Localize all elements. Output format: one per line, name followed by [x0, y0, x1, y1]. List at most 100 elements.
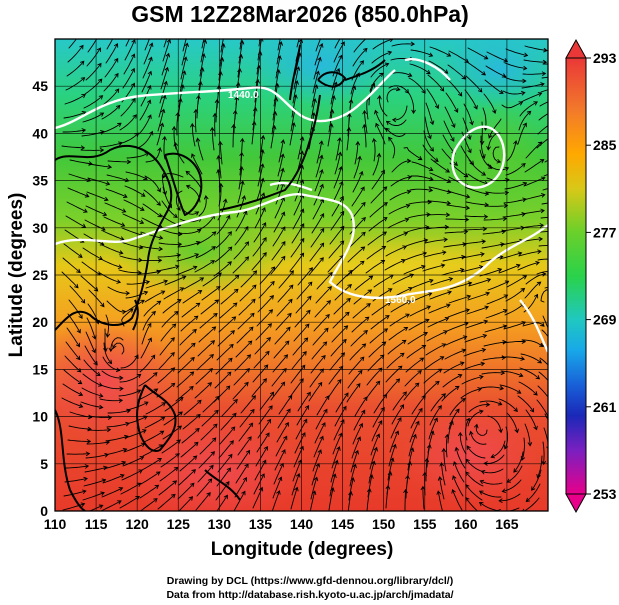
streamline — [453, 461, 465, 483]
streamline — [445, 335, 468, 346]
streamline — [171, 125, 177, 150]
streamline — [180, 441, 199, 458]
streamline — [83, 359, 101, 376]
streamline — [392, 391, 407, 411]
streamline — [291, 472, 301, 496]
streamline — [478, 490, 502, 498]
streamline — [410, 175, 434, 181]
streamline — [312, 327, 329, 346]
streamline — [409, 305, 431, 317]
streamline — [505, 48, 529, 58]
streamline — [181, 42, 189, 66]
streamline — [82, 112, 105, 123]
streamline — [232, 381, 249, 400]
streamline — [239, 408, 255, 428]
streamline — [541, 202, 548, 205]
streamline — [347, 112, 352, 137]
streamline — [405, 238, 429, 247]
streamline — [430, 277, 454, 286]
streamline — [384, 378, 401, 397]
y-tick-label: 40 — [32, 125, 48, 141]
streamline — [156, 122, 165, 146]
streamline — [62, 128, 87, 133]
streamline — [480, 135, 486, 159]
streamline — [67, 313, 81, 334]
streamline — [237, 312, 255, 330]
streamline — [67, 44, 84, 63]
streamline — [64, 476, 88, 483]
streamline — [252, 106, 258, 131]
streamline — [258, 39, 261, 47]
streamline — [520, 223, 545, 229]
streamline — [239, 151, 244, 176]
streamline — [506, 412, 519, 434]
streamline — [329, 473, 337, 497]
streamline — [460, 265, 484, 273]
streamline — [119, 114, 137, 131]
streamline — [236, 67, 242, 92]
streamline — [541, 441, 547, 466]
streamline — [460, 145, 474, 166]
streamline — [525, 409, 538, 431]
streamline — [392, 273, 415, 285]
streamline — [237, 436, 252, 456]
streamline — [142, 56, 153, 79]
y-tick-label: 25 — [32, 267, 48, 283]
streamline — [452, 475, 464, 497]
streamline — [297, 391, 311, 412]
streamline — [444, 348, 467, 360]
streamline — [218, 182, 224, 207]
streamline — [427, 74, 445, 92]
streamline — [85, 331, 96, 354]
grid-lines — [55, 39, 548, 511]
mild-region — [455, 100, 545, 220]
y-axis-label: Latitude (degrees) — [6, 193, 27, 358]
streamline — [352, 422, 364, 445]
streamline — [217, 453, 233, 473]
x-tick-label: 115 — [85, 516, 108, 532]
streamline — [84, 345, 98, 366]
streamline — [464, 214, 489, 219]
streamline — [310, 354, 326, 374]
streamline — [210, 126, 215, 151]
streamline — [65, 215, 87, 228]
streamline — [310, 227, 325, 248]
streamline — [542, 63, 548, 65]
streamline — [371, 50, 393, 64]
x-tick-label: 110 — [44, 516, 67, 532]
streamline — [521, 208, 545, 215]
streamline — [163, 39, 168, 48]
streamline — [537, 258, 548, 261]
streamline — [403, 382, 420, 401]
streamline — [107, 286, 130, 296]
streamline — [232, 256, 250, 274]
streamline — [278, 270, 294, 289]
streamline — [255, 323, 272, 341]
streamline — [314, 42, 324, 66]
streamline — [444, 106, 456, 128]
streamline — [388, 203, 411, 215]
streamline — [467, 291, 491, 301]
streamline — [139, 484, 160, 499]
streamline — [290, 364, 306, 384]
streamline — [391, 105, 408, 123]
colorbar-label: 253 — [593, 486, 617, 502]
streamline — [125, 39, 130, 47]
streamline — [388, 326, 409, 341]
coastline-sakhalin — [289, 44, 301, 101]
streamline — [519, 512, 538, 524]
streamline — [140, 337, 152, 359]
streamline — [408, 318, 430, 331]
streamline — [352, 303, 371, 319]
streamline — [422, 380, 440, 398]
streamline — [351, 316, 370, 333]
streamline — [428, 60, 449, 74]
streamline — [217, 330, 235, 347]
streamline — [296, 281, 313, 300]
streamline — [181, 302, 201, 318]
streamline — [218, 316, 237, 333]
streamline — [121, 308, 134, 327]
streamline — [296, 405, 310, 426]
streamline — [386, 231, 409, 243]
streamline — [331, 325, 349, 343]
